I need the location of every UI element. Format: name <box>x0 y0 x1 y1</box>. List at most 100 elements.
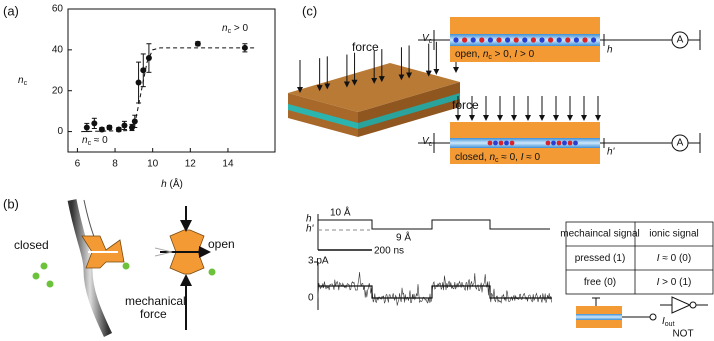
gap-label: h' <box>607 147 616 158</box>
point <box>98 126 105 133</box>
ion <box>470 37 476 43</box>
text-part: c <box>495 157 499 164</box>
point <box>91 120 98 127</box>
y-axis-label: nc <box>18 75 28 88</box>
x-tick-label: 14 <box>222 159 234 170</box>
shape <box>318 219 550 230</box>
text-part: V <box>422 136 430 147</box>
ion <box>530 37 537 43</box>
x-axis-label: h (Å) <box>161 177 183 190</box>
time-scale: 200 ns <box>374 246 404 257</box>
force-label: force <box>452 98 479 112</box>
text-part: I <box>514 49 517 60</box>
force-arrows <box>297 40 459 93</box>
ion <box>545 140 551 146</box>
closed-label: closed <box>14 238 49 252</box>
force-label: mechanical <box>125 294 186 308</box>
meter-label: A <box>677 138 684 149</box>
ion <box>565 37 571 43</box>
force-label: force <box>140 307 167 321</box>
text-part: > 0 <box>231 23 248 34</box>
panel-b-drawing <box>32 199 216 337</box>
text-part: closed, <box>455 152 489 163</box>
output-label: Iout <box>662 316 675 329</box>
text-part: (Å) <box>167 177 183 190</box>
ion <box>551 140 556 146</box>
ion <box>498 140 504 146</box>
ion <box>479 37 485 43</box>
table-header: mechaincal signal <box>560 229 640 240</box>
text-part: > 0 <box>517 49 534 60</box>
ion <box>548 37 554 43</box>
ion <box>509 140 515 146</box>
text-part: V <box>422 33 430 44</box>
point <box>106 124 113 131</box>
text-part: h <box>161 179 167 190</box>
text-part: > 0, <box>492 49 515 60</box>
table-cell: I ≈ 0 (0) <box>657 253 691 264</box>
text-part: free (0) <box>584 277 616 288</box>
zero-label: 0 <box>308 293 314 304</box>
truth-table <box>565 221 714 295</box>
shape <box>689 301 697 309</box>
annotation: nc > 0 <box>222 23 248 36</box>
h-label: h <box>306 214 312 225</box>
point <box>140 67 147 74</box>
point <box>145 55 152 62</box>
table-text: mechaincal signal ionic signal pressed (1)… <box>560 229 698 288</box>
shape <box>358 93 460 129</box>
text-part: ≈ 0 <box>91 135 108 146</box>
ion <box>582 37 588 43</box>
state-caption: open, nc > 0, I > 0 <box>455 49 535 62</box>
text-part: c <box>88 140 92 147</box>
force-label: force <box>352 40 379 54</box>
force-arrows <box>455 96 601 121</box>
text-part: I <box>521 152 524 163</box>
ion <box>487 140 493 146</box>
text-part: ≈ 0, <box>499 152 521 163</box>
ions <box>487 140 578 146</box>
gap-label: h <box>607 45 613 56</box>
level-fit <box>318 285 552 299</box>
protocol-trace <box>317 214 550 251</box>
point <box>194 40 201 47</box>
text-part: > 0 (1) <box>659 277 691 288</box>
current-frame <box>314 261 319 310</box>
panel-label: (a) <box>3 3 19 18</box>
shape <box>649 313 657 321</box>
text-part: n <box>82 135 88 146</box>
ion <box>453 37 459 43</box>
point <box>115 126 122 133</box>
slab <box>288 63 460 137</box>
ion <box>539 37 545 43</box>
voltage-label: Vc <box>422 136 433 149</box>
table-cell: free (0) <box>584 277 616 288</box>
open-label: open <box>208 237 235 251</box>
ion <box>505 37 511 43</box>
table-header: ionic signal <box>649 229 698 240</box>
ion <box>522 37 528 43</box>
gate-label: NOT <box>672 329 693 340</box>
text-part: n <box>222 23 228 34</box>
device-icon <box>576 297 657 328</box>
point <box>128 124 135 131</box>
ion <box>591 37 597 43</box>
shape <box>288 63 460 112</box>
ion <box>462 37 468 43</box>
x-tick-label: 10 <box>147 159 159 170</box>
meter-label: A <box>677 35 684 46</box>
shape <box>67 199 113 337</box>
level-label: 10 Å <box>330 206 351 219</box>
ion <box>573 140 578 146</box>
shape <box>565 221 714 295</box>
shape <box>576 314 622 320</box>
voltage-label: Vc <box>422 33 433 46</box>
plot-frame <box>67 8 276 153</box>
ion <box>504 140 509 146</box>
text-part: pressed (1) <box>575 253 626 264</box>
text-part: n <box>18 75 24 86</box>
point <box>135 79 142 86</box>
shape <box>208 268 216 276</box>
